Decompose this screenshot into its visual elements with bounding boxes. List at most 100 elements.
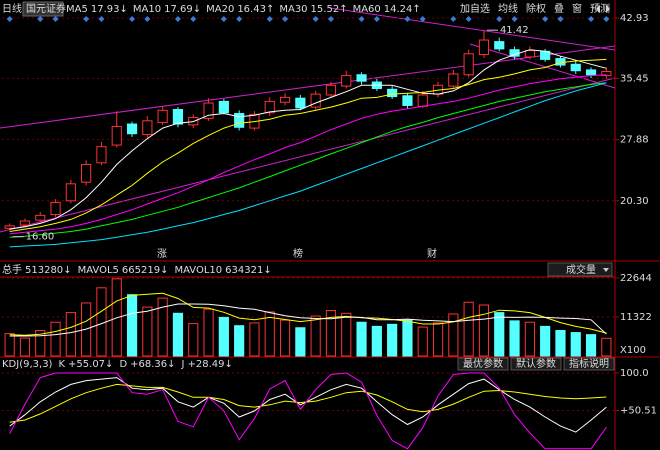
volume-bar	[4, 333, 15, 357]
legend-value: 17.93	[91, 4, 120, 15]
volume-bar	[188, 323, 199, 357]
legend-trend: ↓	[105, 359, 113, 370]
candle-body	[601, 71, 612, 77]
volume-bar	[402, 319, 413, 357]
signal-icon	[98, 16, 105, 22]
candle-body	[310, 93, 321, 108]
candle-body	[570, 63, 581, 72]
param-button-label[interactable]: 指标说明	[569, 357, 609, 370]
volume-bar	[325, 310, 337, 357]
y-tick-label: 20.30	[620, 196, 649, 207]
signal-icon	[282, 16, 289, 22]
legend-name: D	[119, 359, 127, 370]
ma-line	[9, 49, 607, 230]
legend-value: 513280	[25, 265, 63, 276]
legend-name: MA60	[353, 4, 381, 15]
toolbar-button[interactable]: 叠	[554, 3, 564, 15]
kdj-line	[9, 383, 607, 423]
indicator-name[interactable]: 成交量	[566, 263, 596, 276]
signal-icon	[419, 16, 426, 22]
param-button[interactable]	[457, 357, 509, 371]
param-button-label[interactable]: 默认参数	[516, 357, 556, 370]
volume-bar	[264, 311, 275, 357]
volume-bar	[234, 325, 245, 357]
toolbar-button[interactable]: 加自选	[460, 2, 490, 15]
candle-body	[234, 113, 245, 128]
nav-arrows[interactable]	[596, 5, 610, 13]
legend-value: 15.52	[311, 4, 340, 15]
volume-bar	[65, 312, 76, 357]
volume-bar	[218, 316, 229, 357]
volume-bar	[432, 322, 444, 357]
min-label: 16.60	[26, 232, 55, 243]
candle-body	[524, 50, 535, 58]
candle-body	[203, 102, 214, 119]
trend-line	[469, 43, 616, 89]
legend-value: 14.24	[384, 4, 413, 15]
indicator-box[interactable]	[547, 262, 613, 277]
candle-body	[585, 69, 597, 76]
toolbar-button[interactable]: 除权	[526, 2, 546, 15]
toolbar-button[interactable]: 窗	[572, 2, 582, 15]
legend-value: +55.07	[68, 359, 105, 370]
legend-name: J	[181, 359, 185, 370]
toolbar-button[interactable]: 预测	[590, 2, 610, 15]
volume-bar	[35, 330, 46, 357]
signal-icon	[496, 16, 503, 22]
legend-name: MAVOL5	[78, 265, 119, 276]
legend-name: 总手	[2, 263, 22, 276]
period[interactable]: 日线	[2, 2, 22, 15]
legend-name: MAVOL10	[174, 265, 222, 276]
candle-body	[325, 84, 337, 96]
unit-label: X100	[620, 345, 646, 356]
volume-bar	[387, 323, 398, 357]
candle-body	[356, 74, 367, 82]
legend-trend: ↑	[266, 4, 274, 15]
candle-body	[157, 109, 168, 123]
signal-icon	[174, 16, 181, 22]
param-button[interactable]	[510, 357, 562, 371]
stock-box[interactable]	[22, 1, 64, 17]
volume-bar	[478, 304, 490, 357]
legend-value: 16.43	[237, 4, 266, 15]
volume-bar	[494, 312, 505, 357]
toolbar-button[interactable]: 均线	[498, 2, 518, 15]
y-tick-label: 27.88	[620, 135, 649, 146]
y-tick-label: 100.0	[620, 368, 649, 379]
legend-value: 634321	[225, 265, 263, 276]
candle-body	[478, 39, 490, 56]
y-tick-label: 22644	[620, 273, 652, 284]
stock-name[interactable]: 国元证券	[26, 2, 66, 15]
candle-body	[4, 225, 15, 229]
candle-body	[402, 95, 413, 106]
dropdown-icon[interactable]	[603, 268, 609, 272]
max-label: 41.42	[500, 25, 529, 36]
param-button[interactable]	[563, 357, 615, 371]
candle-body	[387, 88, 398, 98]
y-tick-label: 35.45	[620, 73, 649, 84]
legend-trend: ↓	[167, 359, 175, 370]
event-marker: 财	[427, 247, 437, 260]
trend-lines	[0, 7, 616, 233]
candle-body	[172, 108, 184, 125]
legend-value: +68.36	[130, 359, 167, 370]
event-marker: 榜	[293, 247, 303, 260]
signal-icon	[603, 16, 610, 22]
volume-bar	[249, 322, 260, 357]
signal-icon	[557, 16, 564, 22]
signal-icon	[83, 16, 90, 22]
ma-line	[9, 82, 607, 238]
legend-trend: ↑	[339, 4, 347, 15]
legend-name: MA30	[279, 4, 307, 15]
param-button-label[interactable]: 最优参数	[463, 357, 503, 370]
volume-bar	[356, 321, 367, 357]
signal-icon	[266, 16, 273, 22]
kdj-line	[9, 377, 607, 433]
legend-trend: ↓	[63, 265, 71, 276]
y-tick-label: 11322	[620, 312, 652, 323]
volume-bar	[570, 332, 581, 357]
ma-line	[9, 58, 607, 232]
signal-icon	[358, 16, 365, 22]
candle-body	[417, 94, 428, 107]
